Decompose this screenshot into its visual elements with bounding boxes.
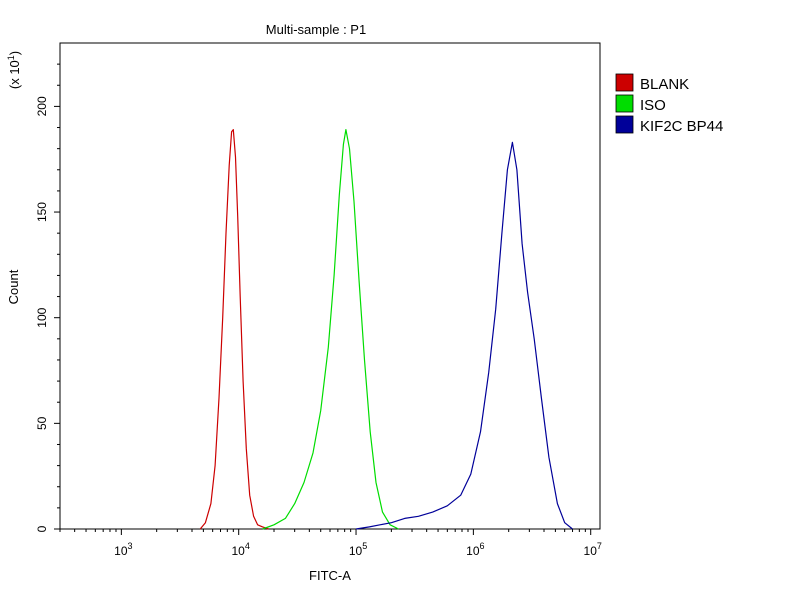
x-tick-label: 105 [349,541,367,558]
x-tick-base: 10 [466,544,480,558]
y-tick-label: 100 [35,307,49,327]
legend-swatch [615,94,634,113]
legend-swatch [615,115,634,134]
x-tick-exp: 4 [245,541,250,551]
y-tick-label: 200 [35,96,49,116]
y-multiplier-label: (x 101) [6,51,22,89]
x-tick-exp: 6 [480,541,485,551]
y-tick-label: 150 [35,202,49,222]
x-tick-exp: 3 [128,541,133,551]
y-axis-label: Count [6,269,21,304]
legend-swatch [615,73,634,92]
plot-frame [59,42,601,530]
x-tick-base: 10 [584,544,598,558]
y-multiplier-suffix: ) [7,51,22,55]
legend-label: KIF2C BP44 [640,118,723,135]
x-tick-label: 104 [232,541,250,558]
legend: BLANK ISO KIF2C BP44 [615,73,723,135]
x-tick-label: 106 [466,541,484,558]
x-tick-exp: 5 [362,541,367,551]
x-tick-base: 10 [114,544,128,558]
series-line-iso [262,129,399,530]
x-tick-base: 10 [232,544,246,558]
y-tick-label: 50 [35,416,49,430]
x-tick-base: 10 [349,544,363,558]
x-axis-label: FITC-A [309,568,351,583]
series-line-blank [199,129,269,530]
chart-title: Multi-sample : P1 [266,22,366,37]
series-line-kif2c-bp44 [355,141,573,530]
y-axis-ticks: 0 50 100 150 200 [35,63,60,532]
histogram-series [199,129,573,530]
x-axis-ticks: 103 104 105 106 107 [59,529,602,558]
y-multiplier-exp: 1 [6,55,16,60]
x-tick-exp: 7 [597,541,602,551]
legend-label: BLANK [640,76,689,93]
legend-label: ISO [640,97,666,114]
y-multiplier-prefix: (x 10 [7,60,22,89]
y-tick-label: 0 [35,525,49,532]
x-tick-label: 103 [114,541,132,558]
x-tick-label: 107 [584,541,602,558]
